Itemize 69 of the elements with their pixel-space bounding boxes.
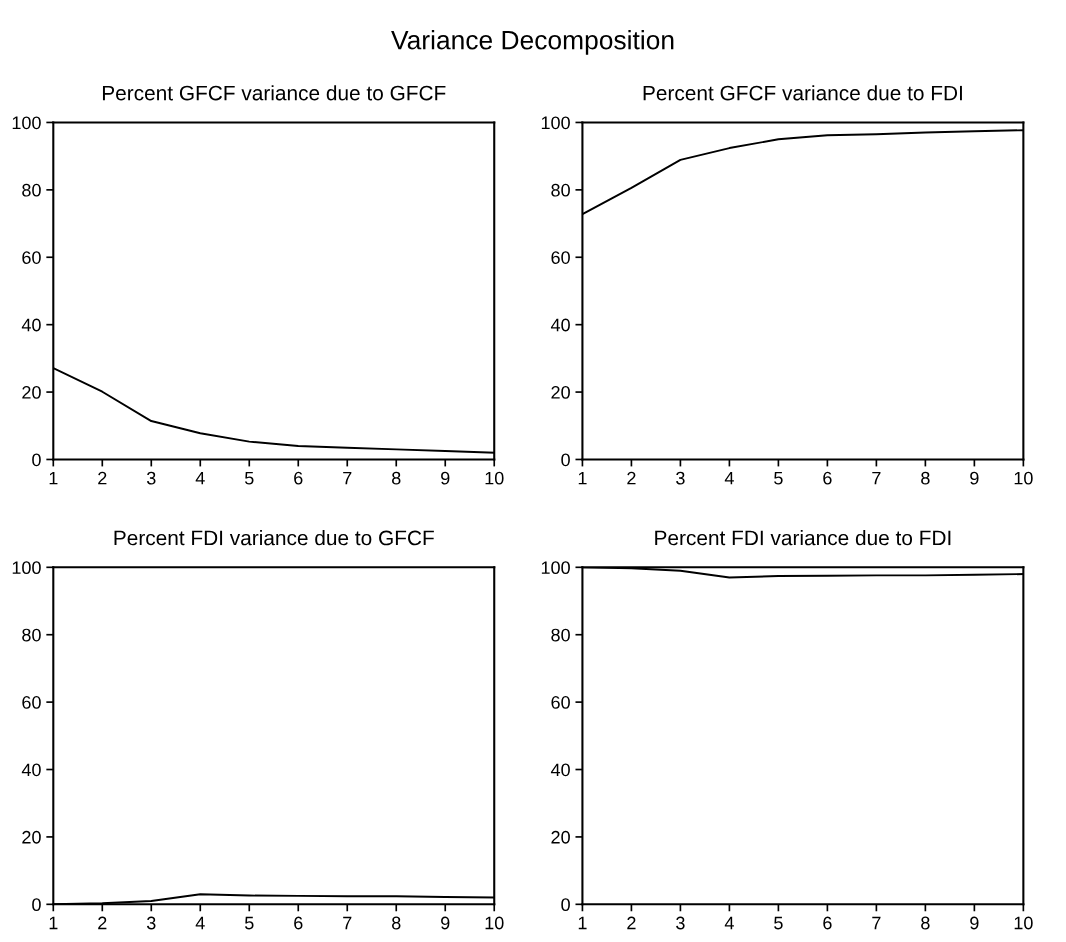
chart-title: Percent FDI variance due to FDI <box>655 529 951 546</box>
x-tick-label: 9 <box>970 471 979 485</box>
x-tick-label: 4 <box>195 471 205 485</box>
x-tick-label: 8 <box>921 916 930 930</box>
x-tick-label: 6 <box>294 916 303 930</box>
y-tick-label: 20 <box>22 830 41 844</box>
y-tick-label: 0 <box>32 453 41 467</box>
chart-title: Percent GFCF variance due to GFCF <box>102 85 446 101</box>
x-tick-label: 7 <box>343 471 352 485</box>
y-tick-label: 80 <box>551 183 570 197</box>
x-tick-label: 5 <box>244 471 254 485</box>
x-tick-label: 10 <box>1014 916 1033 930</box>
x-tick-label: 1 <box>49 471 58 485</box>
y-tick-label: 60 <box>22 696 41 709</box>
x-tick-label: 7 <box>872 471 881 485</box>
x-tick-label: 8 <box>921 471 930 485</box>
y-tick-label: 100 <box>541 561 570 575</box>
x-tick-label: 9 <box>970 916 979 930</box>
x-tick-label: 4 <box>724 471 734 485</box>
y-tick-label: 100 <box>12 116 41 130</box>
y-tick-label: 40 <box>21 318 41 332</box>
x-tick-label: 6 <box>823 471 832 485</box>
y-tick-label: 40 <box>550 763 570 777</box>
x-tick-label: 6 <box>823 916 832 930</box>
x-tick-label: 9 <box>441 916 450 930</box>
y-tick-label: 20 <box>551 386 570 399</box>
x-tick-label: 10 <box>1014 471 1033 485</box>
x-tick-label: 3 <box>146 916 156 930</box>
x-tick-label: 2 <box>627 471 636 485</box>
y-tick-label: 80 <box>22 628 41 642</box>
y-tick-label: 100 <box>12 561 41 575</box>
x-tick-label: 1 <box>49 916 58 930</box>
y-tick-label: 100 <box>541 116 570 130</box>
y-tick-label: 0 <box>561 453 570 467</box>
chart-title: Percent FDI variance due to GFCF <box>114 529 434 546</box>
y-tick-label: 80 <box>551 628 570 642</box>
x-tick-label: 4 <box>724 916 734 930</box>
x-tick-label: 10 <box>485 471 504 485</box>
x-tick-label: 7 <box>872 916 881 930</box>
x-tick-label: 5 <box>774 916 783 930</box>
y-tick-label: 0 <box>561 898 570 912</box>
text: Variance Decomposition <box>391 30 674 55</box>
x-tick-label: 1 <box>578 471 587 485</box>
x-tick-label: 5 <box>244 916 254 930</box>
x-tick-label: 2 <box>98 916 107 930</box>
x-tick-label: 1 <box>578 916 587 930</box>
x-tick-label: 7 <box>343 916 352 930</box>
x-tick-label: 8 <box>392 916 401 930</box>
y-tick-label: 60 <box>22 251 41 264</box>
x-tick-label: 2 <box>98 471 107 485</box>
y-tick-label: 20 <box>551 830 570 844</box>
x-tick-label: 8 <box>392 471 401 485</box>
y-tick-label: 20 <box>22 386 41 399</box>
x-tick-label: 3 <box>146 471 156 485</box>
x-tick-label: 2 <box>627 916 636 930</box>
y-tick-label: 40 <box>550 318 570 332</box>
x-tick-label: 6 <box>294 471 303 485</box>
x-tick-label: 5 <box>774 471 783 485</box>
x-tick-label: 4 <box>195 916 205 930</box>
chart-title: Percent GFCF variance due to FDI <box>643 85 962 101</box>
x-tick-label: 9 <box>441 471 450 485</box>
x-tick-label: 3 <box>676 471 685 485</box>
y-tick-label: 80 <box>22 183 41 197</box>
x-tick-label: 3 <box>676 916 685 930</box>
x-tick-label: 10 <box>485 916 504 930</box>
y-tick-label: 0 <box>32 898 41 912</box>
y-tick-label: 60 <box>551 251 570 264</box>
y-tick-label: 60 <box>551 696 570 709</box>
y-tick-label: 40 <box>21 763 41 777</box>
